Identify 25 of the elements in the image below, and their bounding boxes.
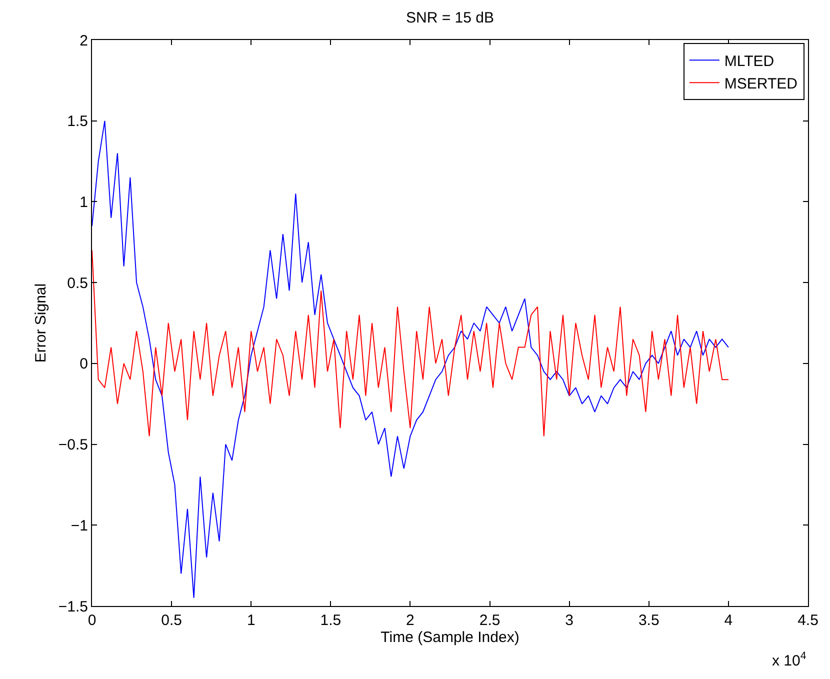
y-tick-label: −1: [70, 517, 88, 534]
y-tick-label: 0: [80, 356, 88, 373]
y-tick-label: 0.5: [67, 274, 88, 292]
x-tick-label: 2.5: [479, 612, 500, 629]
x-tick-label: 4.5: [798, 612, 818, 629]
y-tick-label: −1.5: [58, 598, 88, 616]
line-series: [92, 120, 729, 598]
line-series: [92, 250, 729, 437]
x-tick-label: 3.5: [638, 612, 660, 629]
legend-label: MSERTED: [724, 75, 798, 92]
chart-title: SNR = 15 dB: [406, 10, 494, 26]
y-tick-label: −0.5: [58, 436, 88, 454]
y-axis-title: Error Signal: [32, 283, 50, 363]
legend-label: MLTED: [724, 52, 774, 70]
x-tick-label: 4: [724, 612, 733, 629]
text: x 10$^{4}$: [772, 650, 806, 670]
x-tick-label: 0.5: [161, 612, 182, 629]
x-tick-label: 2: [406, 612, 414, 629]
y-tick-label: 1.5: [67, 113, 88, 130]
x-tick-label: 1.5: [320, 612, 342, 629]
x-tick-label: 3: [565, 612, 574, 629]
x-tick-label: 1: [246, 612, 256, 629]
y-tick-label: 2: [80, 32, 88, 50]
x-axis-title: Time (Sample Index): [380, 629, 520, 646]
y-tick-label: 1: [80, 194, 88, 211]
